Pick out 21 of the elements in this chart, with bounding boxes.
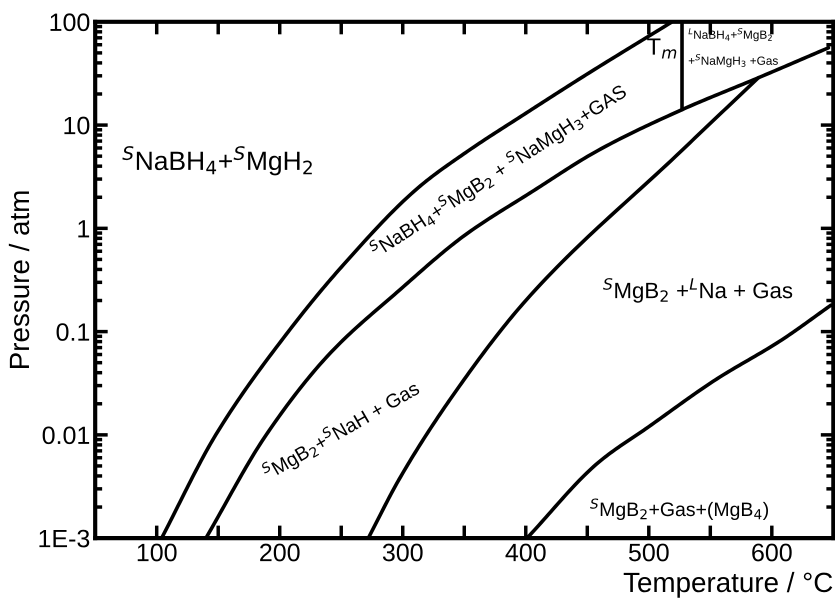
- y-tick-label: 0.01: [42, 426, 90, 444]
- x-tick-label: 600: [752, 544, 792, 562]
- y-tick-label: 1E-3: [39, 530, 90, 548]
- y-tick-label: 10: [64, 116, 90, 134]
- y-axis-title: Pressure / atm: [8, 191, 30, 368]
- x-tick-label: 500: [628, 544, 669, 562]
- annotation: $^{S}$MgB$_{2}$+$^{S}$NaH + Gas: [260, 377, 422, 484]
- x-tick-label: 300: [382, 544, 423, 562]
- y-tick-label: 100: [50, 13, 90, 32]
- x-tick-label: 200: [260, 544, 300, 562]
- x-axis-title: Temperature / °C: [624, 572, 832, 598]
- annotation: $^{S}$MgB$_{2}$+Gas+(MgB$_{4}$): [590, 498, 768, 520]
- y-tick-label: 0.1: [56, 323, 90, 341]
- annotation: T$_{m}$: [647, 38, 676, 59]
- x-tick-label: 400: [505, 544, 546, 562]
- annotation: +$^{S}$NaMgH$_{3}$ +Gas: [688, 54, 778, 68]
- text: $^{S}$NaBH$_{4}$+$^{S}$MgB$_{2}$ + $^{S}$NaMgH$_{3}$+GAS: [367, 84, 628, 252]
- x-tick-label: 100: [138, 544, 177, 562]
- y-tick-label: 1: [78, 220, 90, 238]
- annotation: $^{S}$MgB$_{2}$ +$^{L}$Na + Gas: [603, 278, 792, 303]
- annotation: $^{S}$NaBH$_{4}$+$^{S}$MgH$_{2}$: [122, 146, 312, 176]
